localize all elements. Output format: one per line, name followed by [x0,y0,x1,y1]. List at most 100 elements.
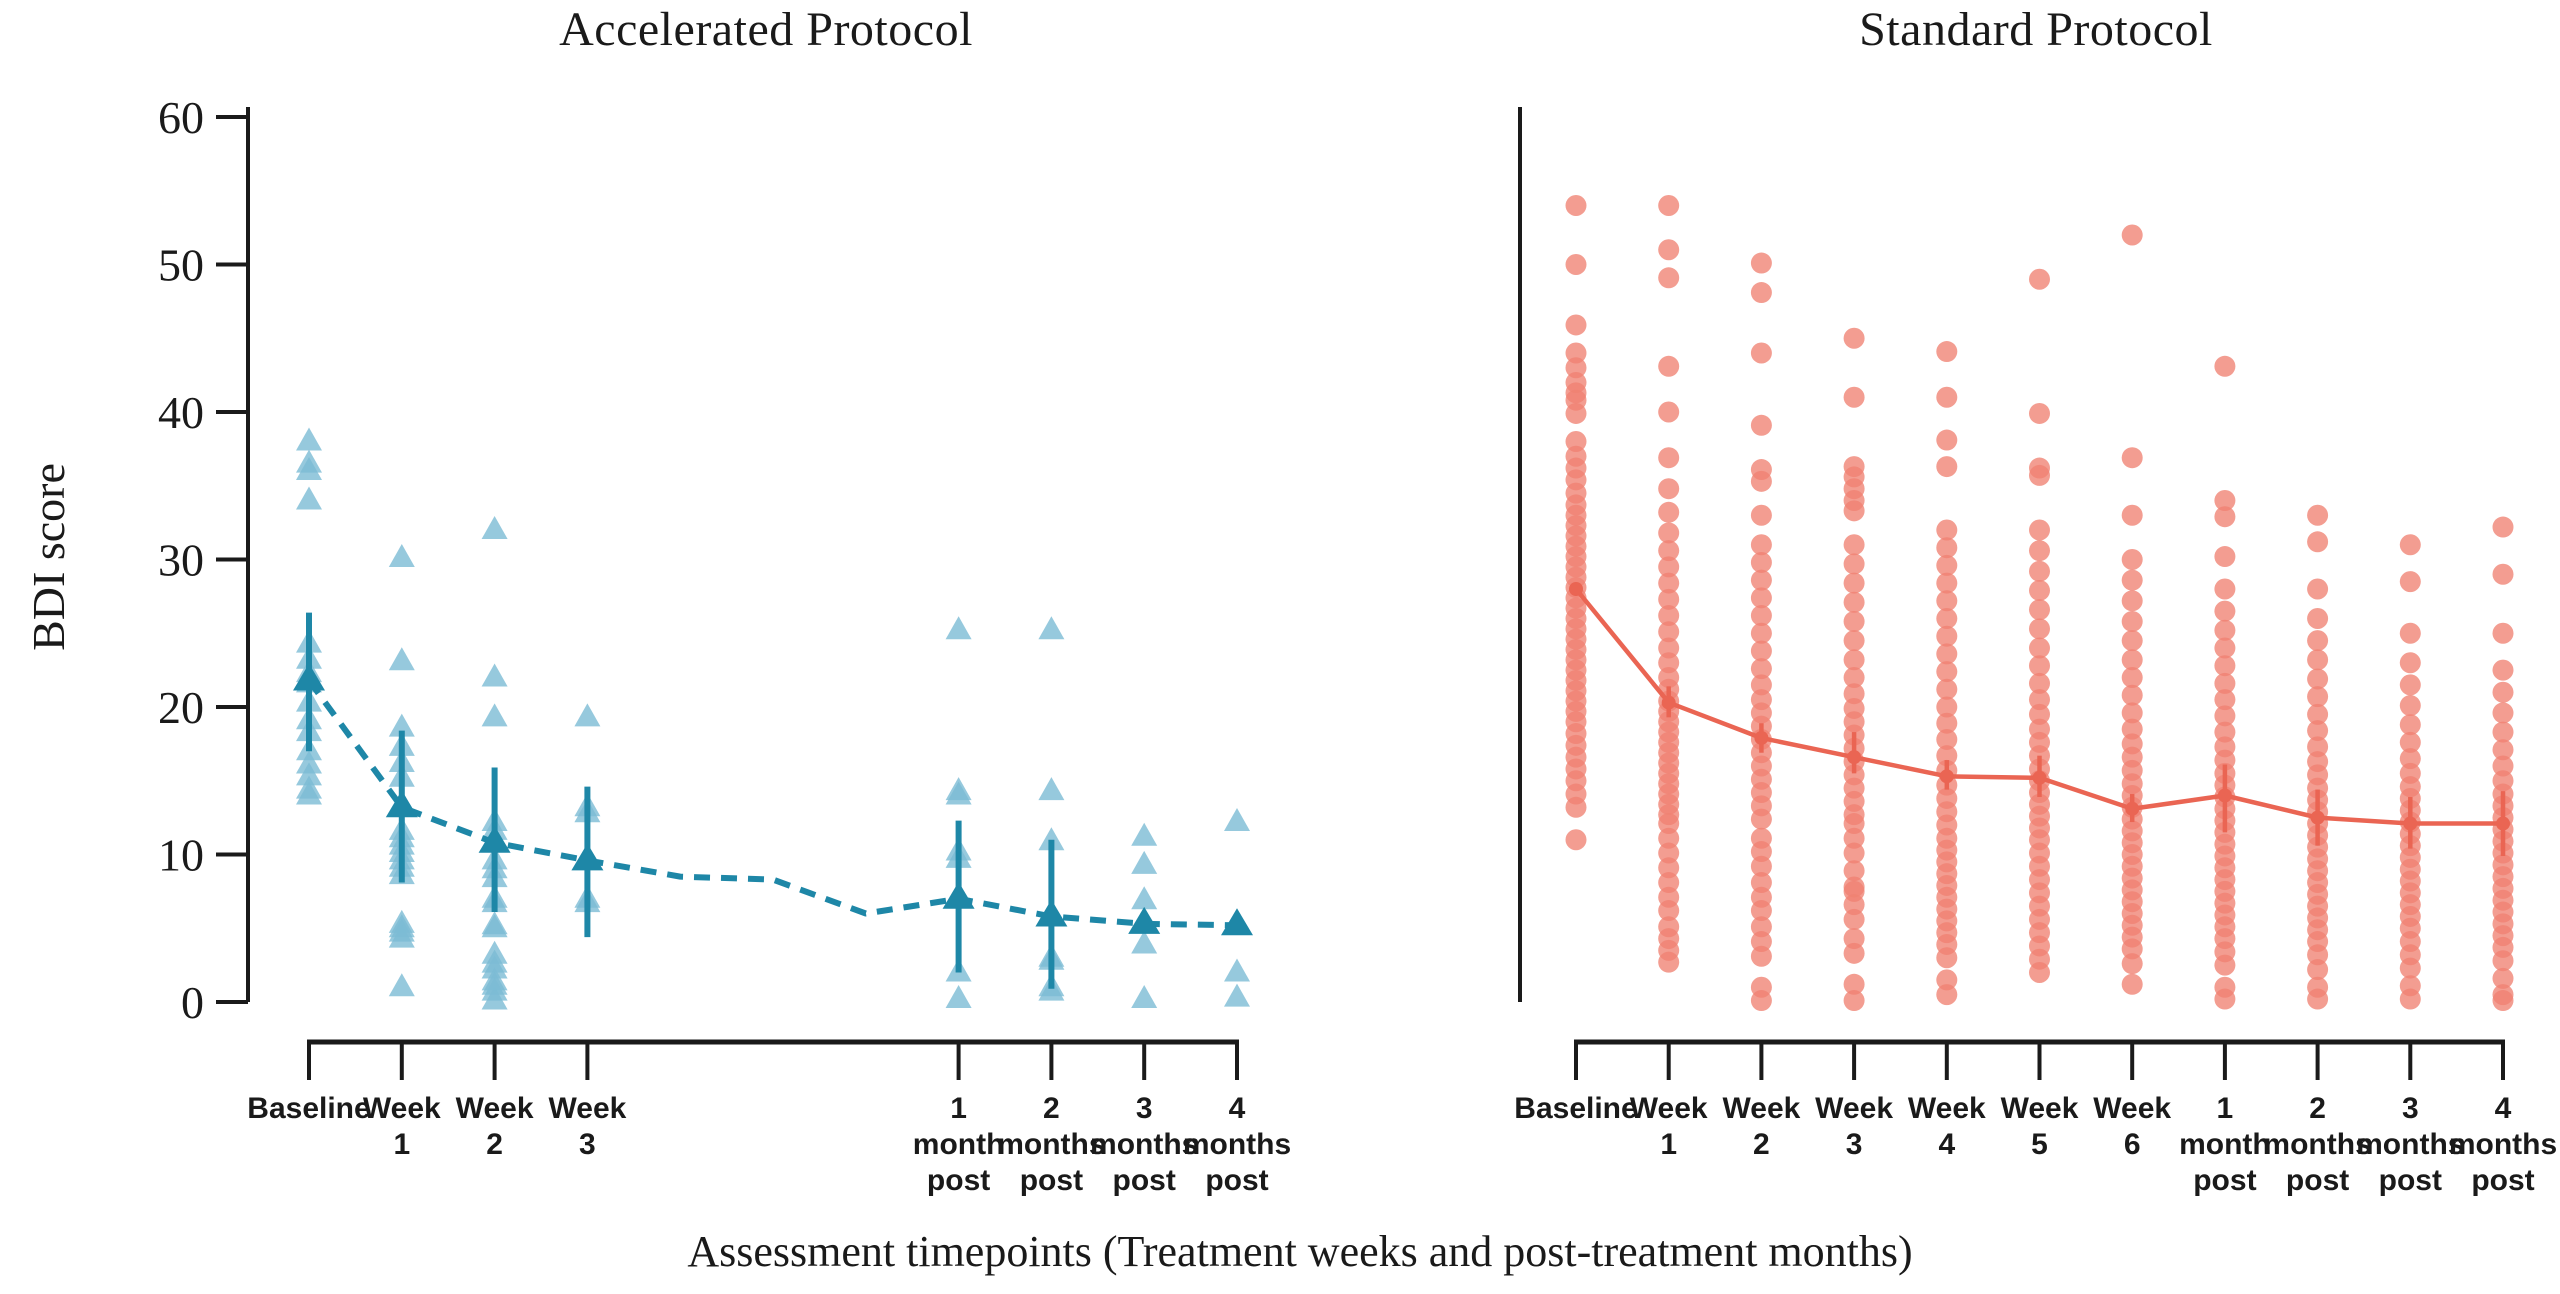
data-point [1843,500,1865,522]
x-tick-label: 4 [1229,1092,1246,1125]
data-point [296,750,322,774]
data-point [1843,973,1865,995]
data-point [2029,268,2050,290]
data-point [945,985,972,1009]
data-point [1658,239,1680,261]
data-point [1750,569,1772,591]
y-tick-label: 10 [158,830,204,881]
x-tick-label: Baseline [247,1092,370,1125]
data-point [1565,357,1587,379]
x-tick-label: 6 [2124,1128,2141,1161]
mean-marker [2496,816,2510,831]
x-tick-label: Week [1630,1092,1708,1125]
x-tick-label: 4 [1938,1128,1955,1161]
x-tick-label: post [1020,1164,1083,1197]
data-point [388,544,415,568]
data-point [2399,748,2421,770]
data-point [481,516,508,539]
data-point [1750,841,1772,863]
mean-marker [942,881,975,909]
mean-marker [2310,810,2325,825]
data-point [1843,908,1865,930]
data-point [2214,655,2236,677]
data-point [2307,531,2329,553]
data-point [1843,928,1865,950]
data-point [1658,872,1680,894]
data-point [296,486,322,510]
data-point [2029,655,2050,677]
data-point [1038,616,1065,640]
y-tick-label: 40 [158,387,204,438]
data-point [1750,551,1772,573]
x-axis-caption: Assessment timepoints (Treatment weeks a… [687,1227,1913,1276]
data-point [1658,478,1680,500]
x-tick-label: 2 [486,1128,503,1161]
data-point [1658,827,1680,849]
data-point [2214,705,2236,727]
data-point [1750,808,1772,830]
x-tick-label: Week [2001,1092,2079,1125]
x-tick-label: 2 [1043,1092,1060,1125]
data-point [1658,652,1680,674]
data-point [2399,695,2421,717]
data-point [2214,721,2236,743]
data-point [481,955,508,979]
data-point [1750,855,1772,877]
data-point [1565,829,1587,851]
data-point [388,713,415,737]
mean-marker [1754,730,1769,745]
data-point [1565,342,1587,364]
data-point [1936,519,1958,541]
data-point [1936,456,1958,478]
data-point [1658,556,1680,578]
data-point [1658,842,1680,864]
x-tick-label: 1 [1660,1128,1677,1161]
data-point [1843,860,1865,882]
x-tick-label: Week [363,1092,441,1125]
data-point [2307,720,2329,742]
data-point [1658,605,1680,627]
data-point [296,427,322,451]
data-point [1565,254,1587,275]
data-point [2492,516,2514,538]
data-point [1224,808,1250,832]
data-point [1565,195,1587,216]
data-point [1658,572,1680,594]
data-point [1224,958,1250,982]
data-point [2029,579,2050,601]
data-point [1658,621,1680,643]
data-point [2492,681,2514,703]
x-tick-label: months [997,1128,1105,1161]
data-point [1038,827,1065,851]
data-point [1750,916,1772,938]
data-point [1843,386,1865,408]
data-point [1750,658,1772,680]
data-point [1658,540,1680,562]
data-point [2492,755,2514,777]
data-point [1843,942,1865,964]
data-point [481,986,508,1010]
mean-marker [1035,899,1068,927]
data-point [1750,534,1772,556]
data-point [1936,984,1958,1006]
data-point [574,703,601,727]
mean-marker [571,843,604,871]
data-point [1131,850,1158,874]
data-point [2214,672,2236,694]
x-tick-label: Week [456,1092,534,1125]
data-point [2214,619,2236,641]
data-point [2214,546,2236,568]
data-point [2029,637,2050,659]
data-point [1936,537,1958,559]
panel-title-accelerated: Accelerated Protocol [559,3,973,56]
data-point [1658,813,1680,835]
data-point [1224,983,1250,1007]
data-point [2492,990,2514,1012]
data-point [1936,590,1958,612]
data-point [2214,490,2236,511]
data-point [1750,674,1772,696]
data-point [2307,630,2329,652]
data-point [1750,605,1772,627]
